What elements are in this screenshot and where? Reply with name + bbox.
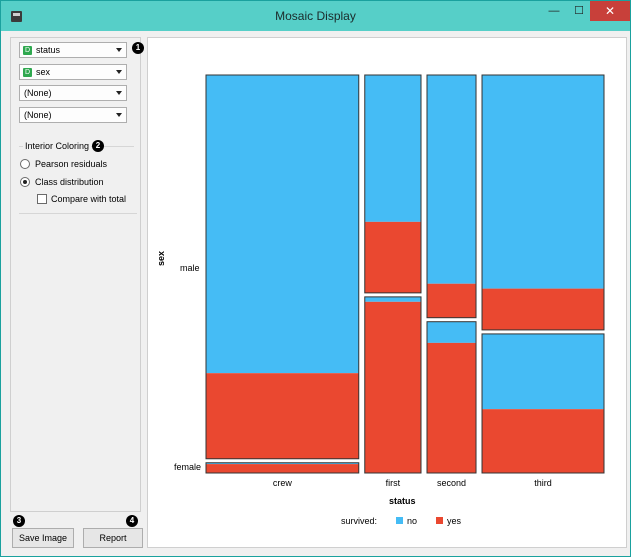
- report-button[interactable]: Report: [83, 528, 143, 548]
- marker-3-badge: 3: [13, 515, 25, 527]
- legend-label-no: no: [407, 516, 418, 526]
- mosaic-tile-third-female-yes: [482, 409, 604, 473]
- legend-title: survived:: [341, 516, 378, 526]
- legend-swatch-no: [396, 517, 403, 524]
- mosaic-tile-second-female-yes: [427, 342, 477, 473]
- chevron-down-icon: [116, 48, 122, 52]
- variable-1-select[interactable]: D status: [19, 42, 127, 58]
- marker-4-badge: 4: [126, 515, 138, 527]
- mosaic-tile-third-female-no: [482, 333, 604, 410]
- discrete-variable-icon: D: [23, 46, 32, 55]
- class-distribution-label: Class distribution: [35, 177, 104, 187]
- variable-2-select[interactable]: D sex: [19, 64, 127, 80]
- variable-4-value: (None): [24, 110, 52, 120]
- mosaic-cell-third-female: [481, 333, 605, 474]
- mosaic-cell-second-female: [426, 321, 477, 474]
- x-tick-label-first: first: [385, 478, 401, 488]
- mosaic-cell-first-female: [364, 296, 422, 474]
- mosaic-tile-second-male-yes: [427, 283, 477, 318]
- window-title: Mosaic Display: [275, 9, 356, 23]
- mosaic-plot-area: sex male female status crew first second th…: [147, 37, 627, 548]
- variable-3-value: (None): [24, 88, 52, 98]
- chevron-down-icon: [116, 113, 122, 117]
- variable-1-value: status: [36, 45, 61, 55]
- marker-2-badge: 2: [92, 140, 104, 152]
- controls-panel: D status D sex (None) (None) Interior Co…: [10, 37, 141, 512]
- x-axis-title: status: [389, 496, 416, 506]
- chevron-down-icon: [116, 91, 122, 95]
- mosaic-tile-second-female-no: [427, 321, 477, 343]
- mosaic-cell-second-male: [426, 74, 477, 319]
- maximize-button[interactable]: ☐: [566, 1, 592, 21]
- compare-with-total-label: Compare with total: [51, 194, 127, 204]
- chevron-down-icon: [116, 70, 122, 74]
- mosaic-cell-crew-male: [205, 74, 360, 460]
- x-tick-label-second: second: [436, 478, 467, 488]
- maximize-icon: ☐: [574, 5, 584, 17]
- mosaic-cell-first-male: [364, 74, 422, 294]
- minimize-button[interactable]: —: [541, 1, 567, 21]
- mosaic-tile-first-female-no: [364, 296, 421, 302]
- mosaic-tile-crew-male-no: [206, 75, 359, 374]
- variable-4-select[interactable]: (None): [19, 107, 127, 123]
- pearson-residuals-radio[interactable]: [20, 159, 30, 169]
- variable-2-value: sex: [36, 67, 51, 77]
- mosaic-tile-crew-male-yes: [206, 373, 359, 459]
- mosaic-tile-crew-female-yes: [206, 464, 359, 473]
- variable-3-select[interactable]: (None): [19, 85, 127, 101]
- y-label-male: male: [180, 263, 200, 273]
- section-divider: [19, 213, 137, 214]
- app-icon: [11, 11, 22, 22]
- mosaic-tile-first-male-no: [364, 75, 421, 222]
- x-tick-label-third: third: [534, 478, 552, 488]
- marker-1-badge: 1: [132, 42, 144, 54]
- pearson-residuals-label: Pearson residuals: [35, 159, 108, 169]
- minimize-icon: —: [548, 5, 560, 17]
- close-button[interactable]: ✕: [590, 1, 630, 21]
- x-tick-label-crew: crew: [272, 478, 292, 488]
- y-axis-title: sex: [156, 250, 166, 266]
- title-bar: Mosaic Display — ☐ ✕: [1, 1, 630, 31]
- mosaic-tile-first-female-yes: [364, 301, 421, 473]
- mosaic-chart: [205, 74, 605, 474]
- class-distribution-radio[interactable]: [20, 177, 30, 187]
- mosaic-cell-crew-female: [205, 462, 360, 474]
- legend-label-yes: yes: [447, 516, 462, 526]
- mosaic-cell-third-male: [481, 74, 605, 331]
- close-icon: ✕: [604, 4, 616, 18]
- mosaic-tile-third-male-yes: [482, 288, 604, 330]
- y-label-female: female: [174, 462, 202, 472]
- mosaic-tile-second-male-no: [427, 75, 477, 284]
- mosaic-tile-crew-female-no: [206, 462, 359, 465]
- compare-with-total-checkbox[interactable]: [37, 194, 47, 204]
- save-image-button[interactable]: Save Image: [12, 528, 74, 548]
- mosaic-tile-third-male-no: [482, 75, 604, 289]
- interior-coloring-title: Interior Coloring: [23, 141, 92, 151]
- discrete-variable-icon: D: [23, 68, 32, 77]
- mosaic-tile-first-male-yes: [364, 221, 421, 293]
- legend-swatch-yes: [436, 517, 443, 524]
